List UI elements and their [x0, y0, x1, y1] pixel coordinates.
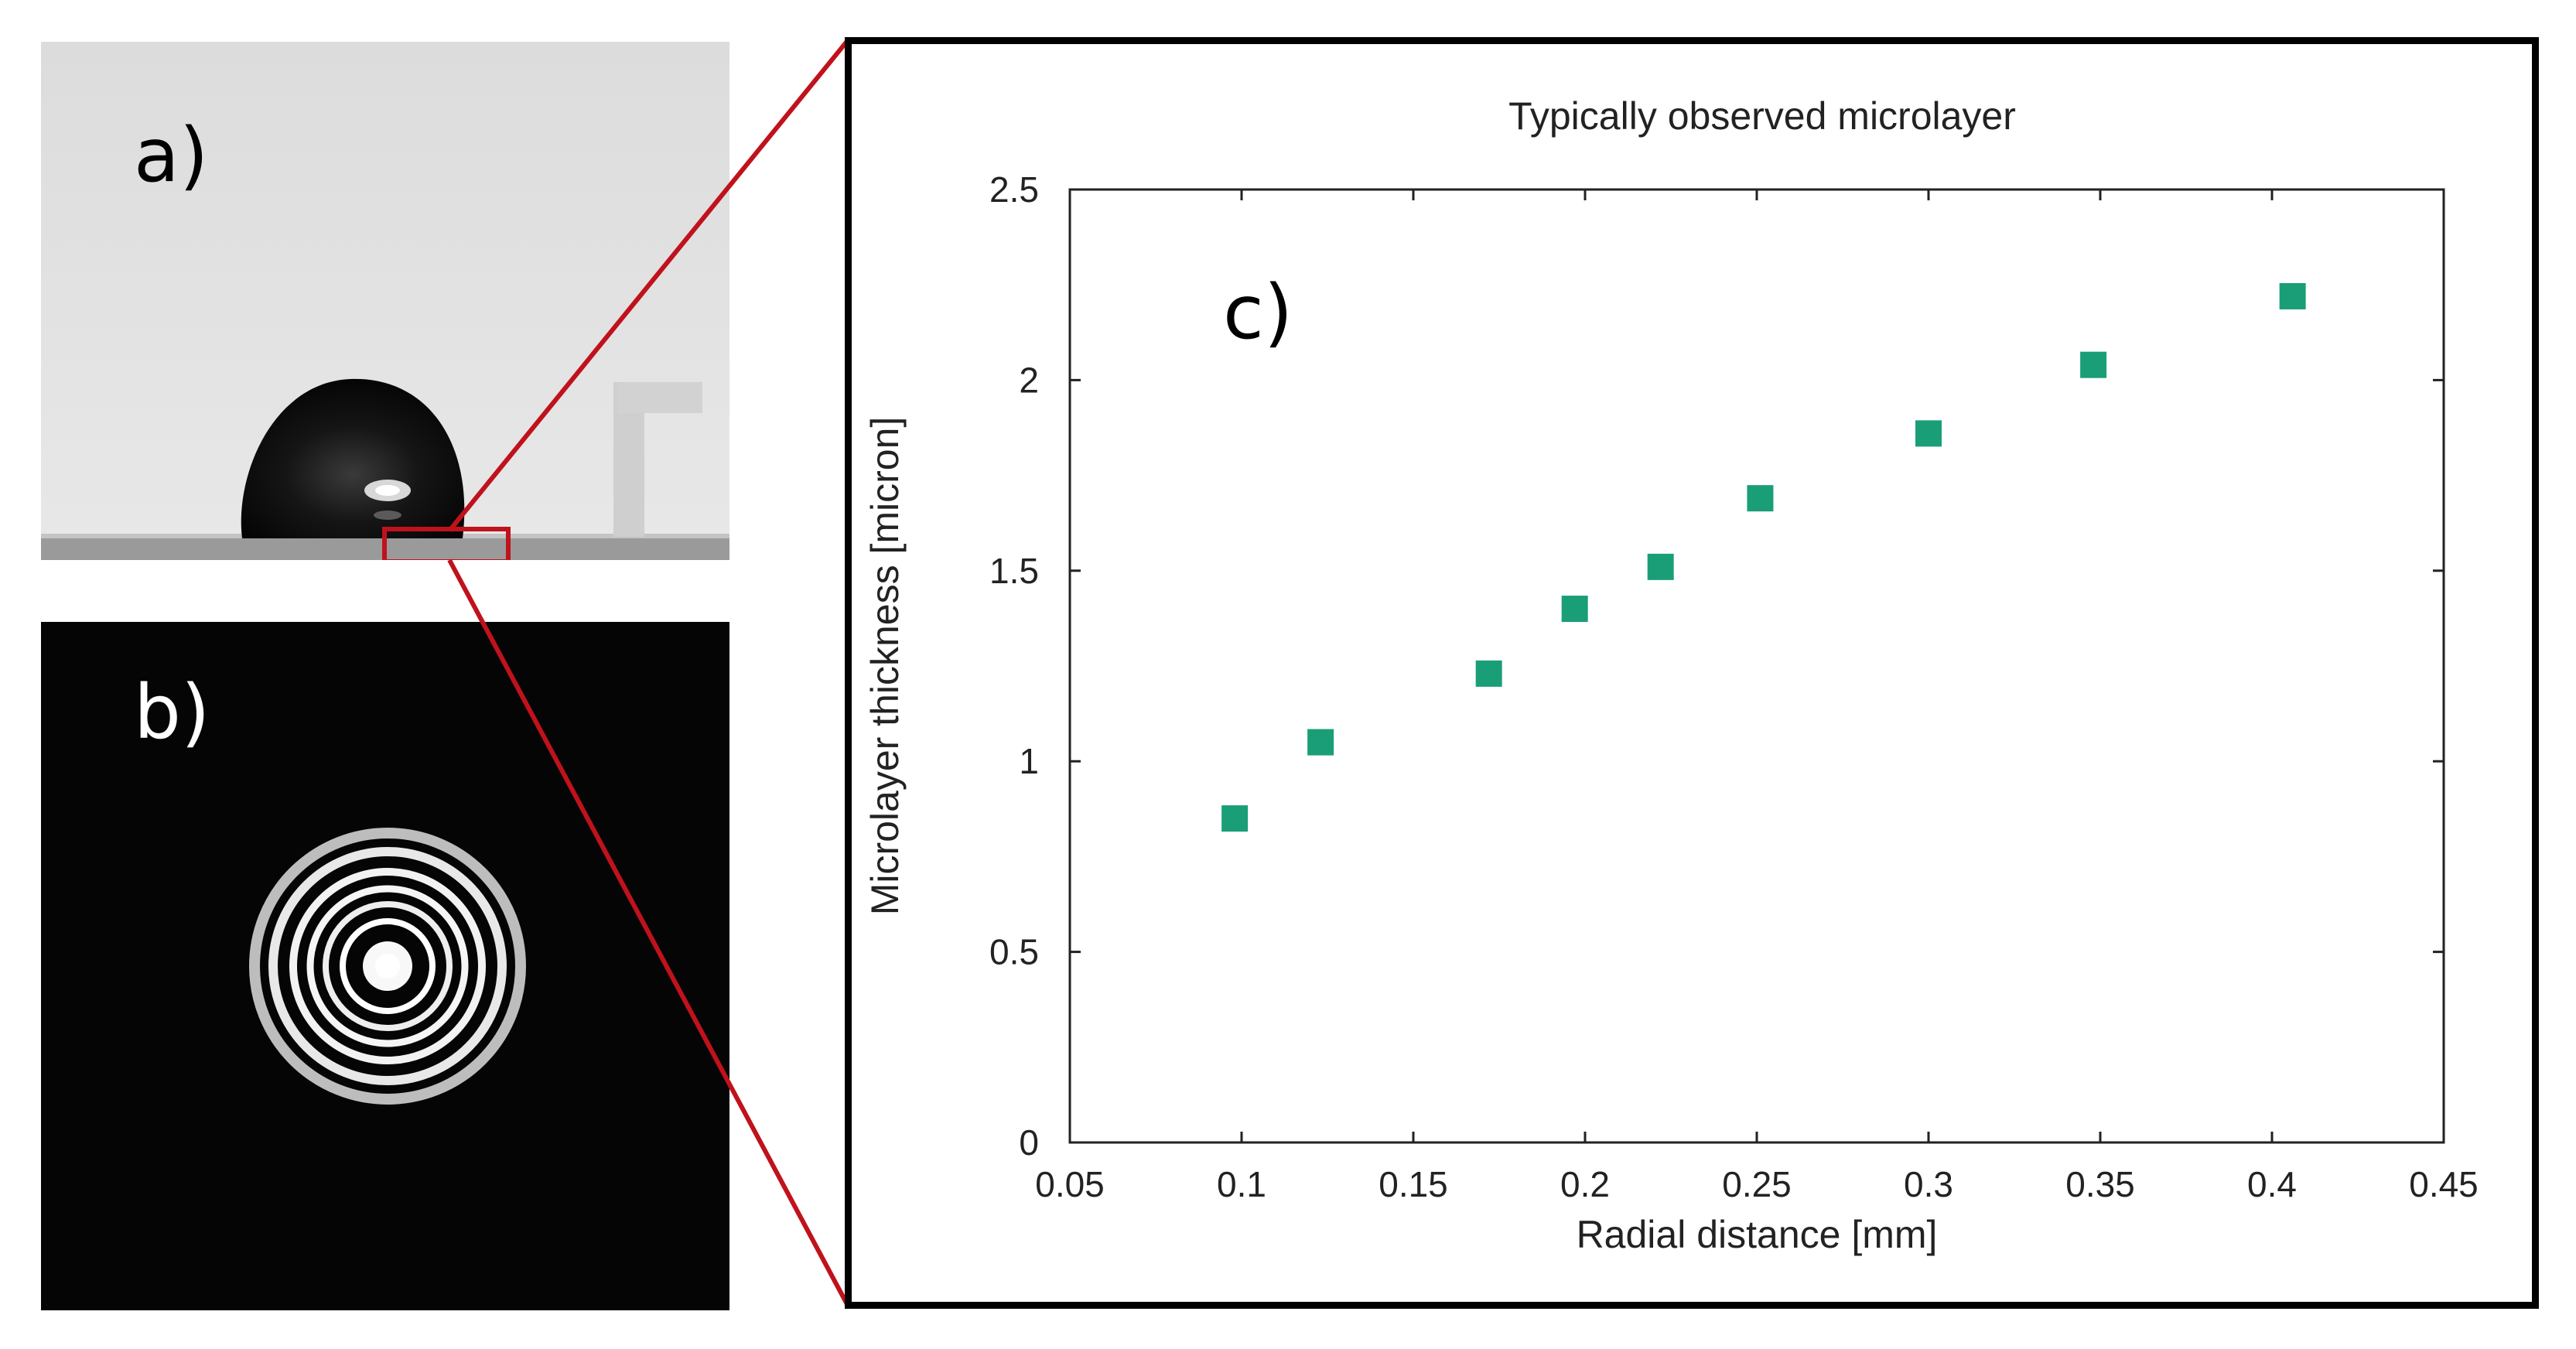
data-points [1221, 282, 2306, 832]
data-point [1221, 805, 1249, 832]
bubble-side-view-image: a) [41, 42, 729, 560]
y-axis-label: Microlayer thickness [micron] [863, 417, 907, 916]
y-tick-label: 2.5 [989, 169, 1039, 210]
interference-rings-image: b) [41, 622, 729, 1310]
panel-c-label: c) [1223, 269, 1293, 356]
x-tick-label: 0.25 [1722, 1164, 1792, 1204]
x-tick-label: 0.45 [2409, 1164, 2479, 1204]
x-tick-label: 0.3 [1904, 1164, 1953, 1204]
x-axis-label: Radial distance [mm] [1577, 1213, 1938, 1256]
panel-b-label: b) [134, 669, 210, 756]
y-axis: 0 0.5 1 1.5 2 2.5 [989, 169, 2444, 1163]
data-point [2080, 351, 2107, 378]
panel-b-photo: b) [41, 622, 729, 1310]
data-point [2279, 282, 2306, 309]
scatter-chart: Typically observed microlayer 0.05 0.1 0.1… [863, 94, 2479, 1256]
zoom-line-top [447, 39, 850, 532]
y-tick-label: 2 [1019, 360, 1039, 400]
data-point [1915, 420, 1942, 447]
data-point [1475, 660, 1502, 687]
x-tick-label: 0.4 [2247, 1164, 2297, 1204]
x-tick-label: 0.35 [2065, 1164, 2135, 1204]
x-tick-label: 0.05 [1035, 1164, 1105, 1204]
zoom-line-bottom [447, 558, 850, 1307]
panel-a-photo: a) [41, 42, 729, 560]
data-point [1561, 596, 1588, 623]
chart-title: Typically observed microlayer [1508, 94, 2016, 138]
panel-c-chart-frame: Typically observed microlayer 0.05 0.1 0.1… [845, 37, 2539, 1309]
y-tick-label: 1 [1019, 741, 1039, 781]
x-tick-label: 0.2 [1560, 1164, 1610, 1204]
x-tick-label: 0.15 [1379, 1164, 1448, 1204]
data-point [1647, 553, 1674, 580]
y-tick-label: 1.5 [989, 551, 1039, 591]
y-tick-label: 0 [1019, 1122, 1039, 1163]
x-tick-label: 0.1 [1217, 1164, 1266, 1204]
data-point [1747, 485, 1774, 512]
panel-a-label: a) [134, 112, 208, 199]
x-axis: 0.05 0.1 0.15 0.2 0.25 0.3 0.35 0.4 0.45 [1035, 190, 2479, 1204]
data-point [1307, 729, 1334, 756]
y-tick-label: 0.5 [989, 932, 1039, 972]
